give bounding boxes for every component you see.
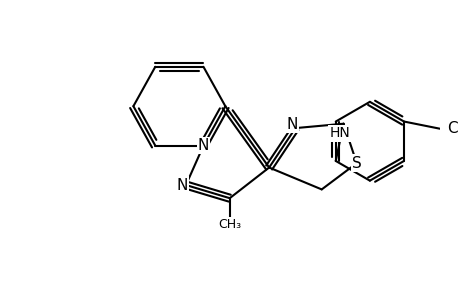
Text: N: N <box>176 178 187 193</box>
Text: Cl: Cl <box>446 122 459 136</box>
Text: CH₃: CH₃ <box>218 218 241 231</box>
Text: N: N <box>285 117 297 132</box>
Text: HN: HN <box>329 126 349 140</box>
Text: N: N <box>197 138 209 153</box>
Text: S: S <box>351 156 361 171</box>
